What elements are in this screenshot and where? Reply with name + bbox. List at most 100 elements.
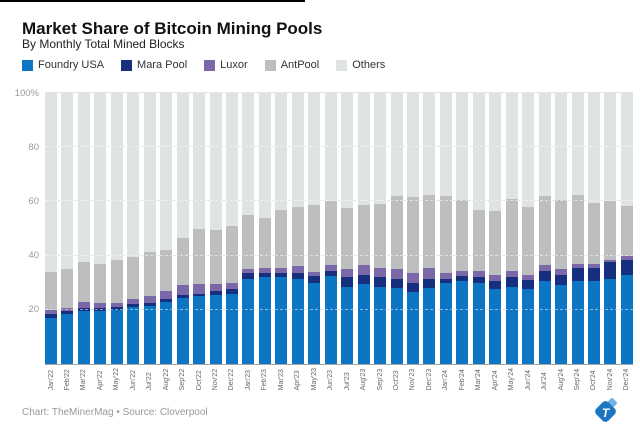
bar-segment-luxor[interactable] [357,265,370,275]
bar-segment-luxor[interactable] [61,308,74,312]
bar-segment-luxor[interactable] [291,266,304,274]
bar-segment-antpool[interactable] [620,205,633,256]
bar-segment-others[interactable] [324,93,337,202]
bar-segment-antpool[interactable] [522,206,535,275]
bar-segment-luxor[interactable] [275,267,288,274]
bar-segment-mara-pool[interactable] [587,267,600,282]
bar-segment-antpool[interactable] [275,209,288,268]
bar-segment-mara-pool[interactable] [472,277,485,283]
bar-segment-antpool[interactable] [209,229,222,285]
bar-segment-luxor[interactable] [505,270,518,278]
bar-segment-others[interactable] [456,93,469,201]
bar-segment-others[interactable] [77,93,90,263]
bar-segment-mara-pool[interactable] [61,311,74,314]
bar-segment-others[interactable] [225,93,238,226]
bar-segment-luxor[interactable] [439,273,452,279]
bar-segment-luxor[interactable] [258,267,271,274]
bar-segment-foundry-usa[interactable] [45,317,57,364]
bar-segment-mara-pool[interactable] [390,278,403,289]
bar-segment-antpool[interactable] [374,204,387,268]
bar-mar-24[interactable] [472,93,485,364]
bar-segment-mara-pool[interactable] [275,273,288,278]
bar-segment-mara-pool[interactable] [489,281,502,290]
bar-oct-23[interactable] [390,93,403,364]
bar-may-23[interactable] [308,93,321,364]
bar-segment-foundry-usa[interactable] [505,286,518,364]
bar-apr-22[interactable] [94,93,107,364]
bar-segment-others[interactable] [61,93,74,270]
bar-segment-luxor[interactable] [45,309,57,314]
bar-segment-others[interactable] [489,93,502,211]
bar-segment-antpool[interactable] [94,263,107,304]
bar-segment-others[interactable] [242,93,255,215]
bar-segment-others[interactable] [571,93,584,195]
bar-feb-24[interactable] [456,93,469,364]
bar-segment-mara-pool[interactable] [620,259,633,275]
bar-segment-foundry-usa[interactable] [193,296,206,364]
bar-segment-others[interactable] [439,93,452,196]
bar-segment-luxor[interactable] [193,284,206,294]
bar-aug-22[interactable] [160,93,173,364]
bar-segment-antpool[interactable] [77,262,90,302]
bar-segment-foundry-usa[interactable] [538,281,551,364]
bar-segment-others[interactable] [604,93,617,202]
bar-segment-luxor[interactable] [406,273,419,283]
bar-segment-luxor[interactable] [604,259,617,263]
bar-segment-luxor[interactable] [489,274,502,282]
bar-mar-23[interactable] [275,93,288,364]
bar-segment-foundry-usa[interactable] [143,305,156,364]
bar-segment-others[interactable] [555,93,568,201]
bar-segment-foundry-usa[interactable] [61,313,74,364]
bar-segment-antpool[interactable] [291,206,304,267]
bar-segment-others[interactable] [587,93,600,203]
bar-jan-23[interactable] [242,93,255,364]
bar-segment-antpool[interactable] [357,205,370,266]
bar-nov-22[interactable] [209,93,222,364]
bar-segment-luxor[interactable] [555,269,568,275]
bar-segment-antpool[interactable] [456,200,469,271]
bar-dec-24[interactable] [620,93,633,364]
bar-segment-mara-pool[interactable] [538,270,551,282]
bar-segment-antpool[interactable] [423,194,436,268]
bar-segment-foundry-usa[interactable] [225,293,238,364]
bar-segment-antpool[interactable] [571,194,584,264]
bar-segment-others[interactable] [423,93,436,195]
bar-jul-24[interactable] [538,93,551,364]
bar-segment-foundry-usa[interactable] [94,311,107,364]
bar-aug-24[interactable] [555,93,568,364]
bar-oct-22[interactable] [193,93,206,364]
bar-segment-others[interactable] [94,93,107,264]
bar-segment-foundry-usa[interactable] [341,286,354,364]
bar-segment-foundry-usa[interactable] [620,274,633,364]
bar-segment-luxor[interactable] [456,270,469,276]
bar-segment-others[interactable] [620,93,633,206]
bar-segment-antpool[interactable] [242,214,255,270]
bar-mar-22[interactable] [77,93,90,364]
bar-segment-mara-pool[interactable] [456,275,469,282]
bar-segment-luxor[interactable] [94,303,107,309]
bar-segment-mara-pool[interactable] [308,275,321,283]
bar-segment-luxor[interactable] [472,270,485,278]
bar-segment-antpool[interactable] [390,196,403,270]
bar-segment-foundry-usa[interactable] [77,311,90,364]
bar-segment-mara-pool[interactable] [341,277,354,287]
bar-segment-antpool[interactable] [555,200,568,270]
bar-segment-antpool[interactable] [324,201,337,266]
bar-segment-antpool[interactable] [439,196,452,274]
bar-segment-luxor[interactable] [374,267,387,278]
theminermag-logo[interactable]: T [593,397,618,424]
bar-aug-23[interactable] [357,93,370,364]
bar-segment-others[interactable] [160,93,173,251]
bar-segment-luxor[interactable] [308,271,321,276]
bar-segment-others[interactable] [143,93,156,252]
bar-segment-foundry-usa[interactable] [242,278,255,364]
bar-jul-23[interactable] [341,93,354,364]
bar-segment-mara-pool[interactable] [406,282,419,293]
bar-segment-antpool[interactable] [45,271,57,310]
bar-segment-foundry-usa[interactable] [308,282,321,364]
bar-segment-foundry-usa[interactable] [587,281,600,364]
bar-segment-others[interactable] [522,93,535,207]
bar-segment-mara-pool[interactable] [143,303,156,306]
bar-segment-foundry-usa[interactable] [571,281,584,364]
bar-segment-luxor[interactable] [522,274,535,280]
